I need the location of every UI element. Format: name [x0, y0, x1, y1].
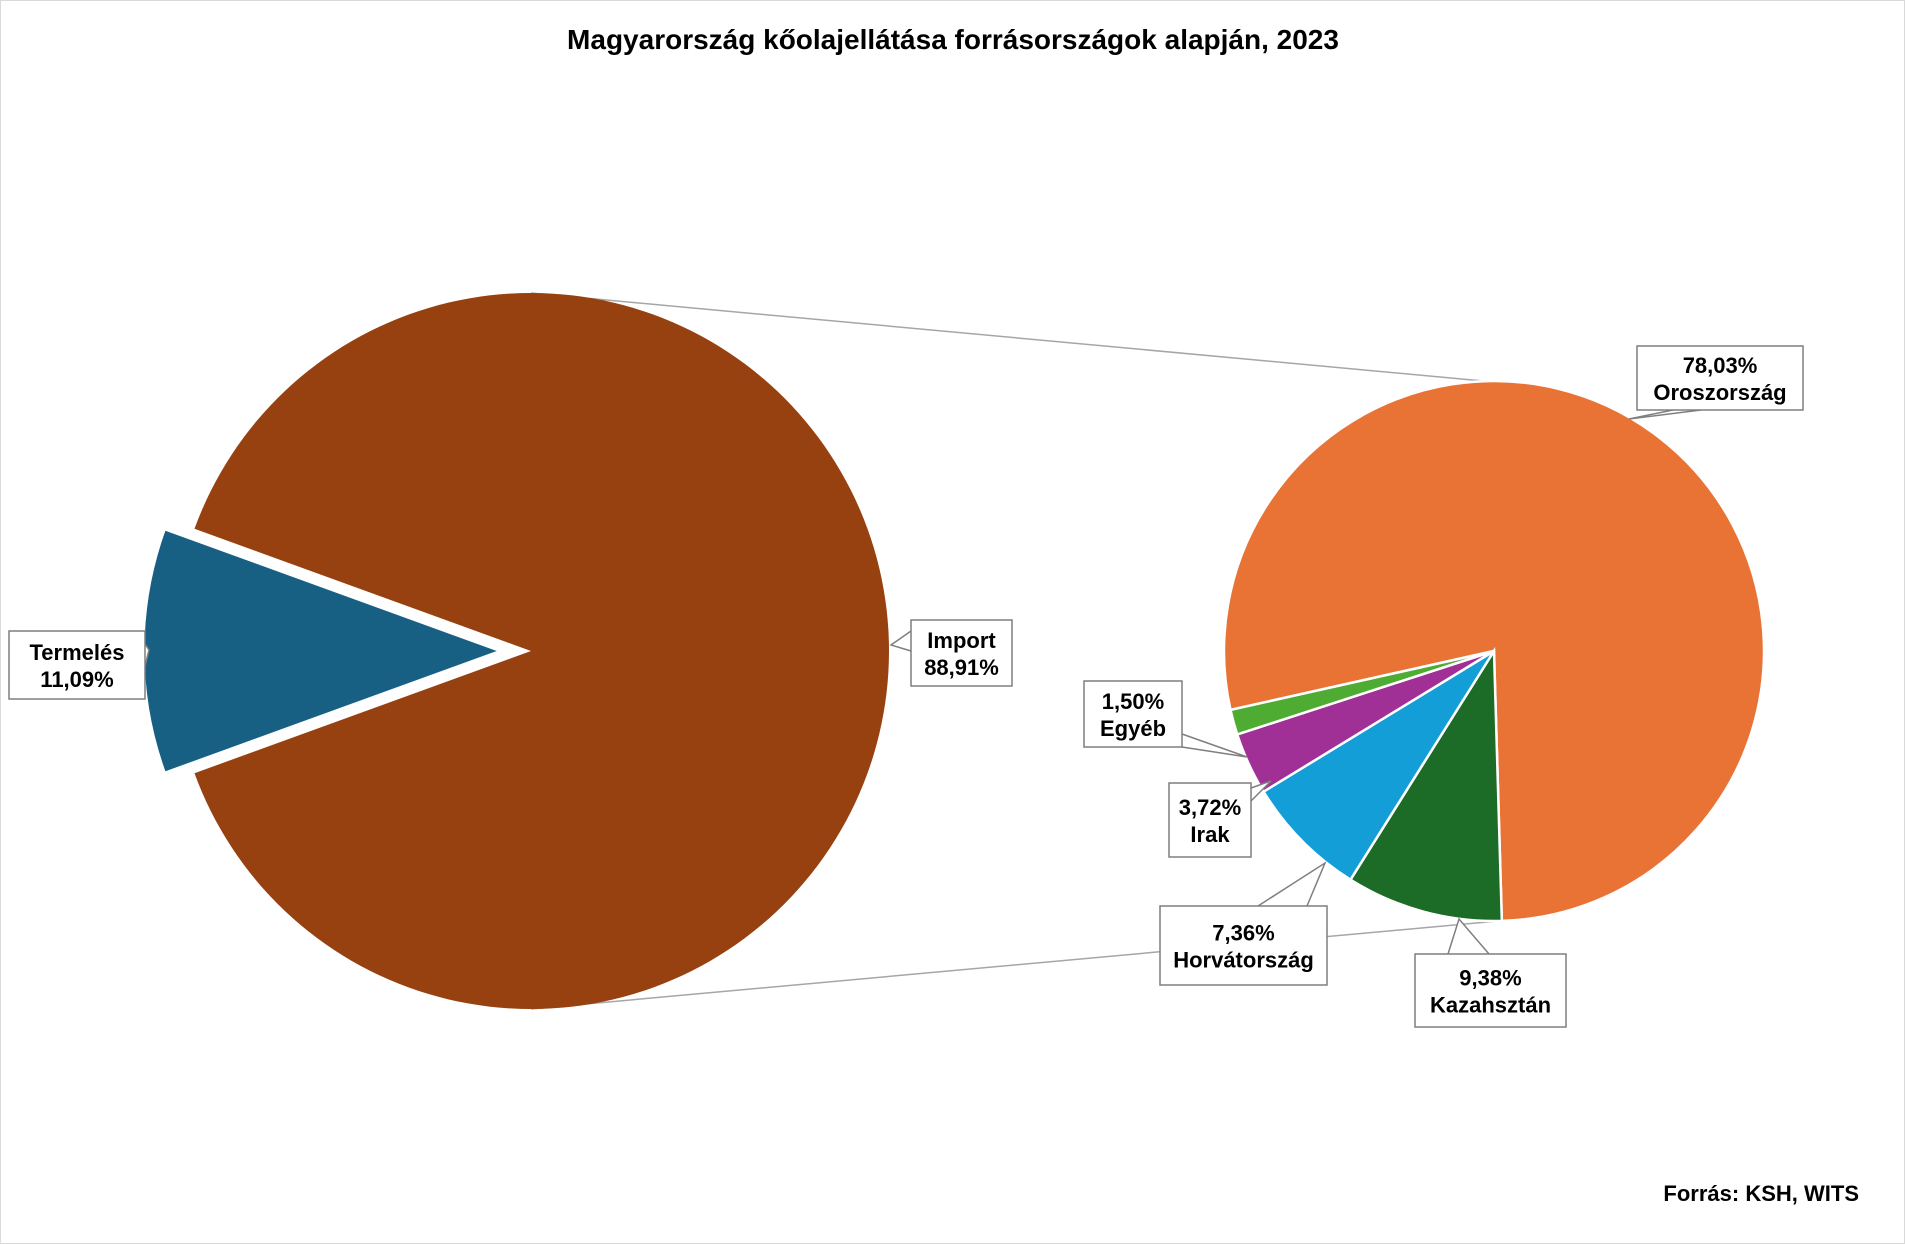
label-line2-egyeb: Egyéb — [1100, 716, 1166, 741]
label-line2-kazahsztan: Kazahsztán — [1430, 993, 1551, 1018]
label-box-kazahsztan — [1414, 953, 1567, 1028]
label-line2-irak: Irak — [1190, 822, 1230, 847]
data-label-kazahsztan: 9,38%Kazahsztán — [1414, 917, 1567, 1028]
label-line1-oroszorszag: 78,03% — [1683, 353, 1758, 378]
label-line1-egyeb: 1,50% — [1102, 689, 1164, 714]
breakdown-pie — [1222, 379, 1766, 923]
data-label-irak: 3,72%Irak — [1168, 780, 1272, 858]
label-pointer-egyeb — [1181, 733, 1248, 758]
label-line1-kazahsztan: 9,38% — [1459, 966, 1521, 991]
source-note: Forrás: KSH, WITS — [1663, 1181, 1859, 1206]
label-box-termeles — [8, 630, 146, 700]
label-line1-horvatorszag: 7,36% — [1212, 921, 1274, 946]
label-pointer-import — [889, 630, 912, 652]
pie-slice-horvatorszag — [1261, 649, 1496, 882]
label-pointer-kazahsztan — [1447, 917, 1490, 955]
data-label-horvatorszag: 7,36%Horvátország — [1159, 861, 1328, 986]
label-line1-import: Import — [927, 628, 996, 653]
label-pointer-irak — [1250, 780, 1272, 802]
main-pie — [141, 293, 889, 1010]
label-box-import — [910, 619, 1013, 687]
label-pointer-oroszorszag — [1628, 409, 1702, 420]
connector-line-top — [530, 292, 1495, 383]
label-box-horvatorszag — [1159, 905, 1328, 986]
label-box-egyeb — [1083, 680, 1183, 748]
data-label-oroszorszag: 78,03%Oroszország — [1628, 345, 1804, 420]
pie-connector-lines — [530, 292, 1499, 1010]
label-box-irak — [1168, 782, 1252, 858]
label-line1-irak: 3,72% — [1179, 795, 1241, 820]
label-pointer-termeles — [144, 643, 150, 667]
pie-slice-egyeb — [1229, 649, 1495, 737]
label-pointer-horvatorszag — [1257, 861, 1327, 907]
pie-slice-import — [194, 293, 889, 1010]
chart-title: Magyarország kőolajellátása forrásország… — [567, 24, 1339, 55]
connector-line-bottom — [530, 920, 1499, 1010]
data-label-egyeb: 1,50%Egyéb — [1083, 680, 1248, 758]
pie-slice-kazahsztan — [1348, 646, 1504, 923]
label-line2-oroszorszag: Oroszország — [1653, 380, 1786, 405]
label-line2-import: 88,91% — [924, 655, 999, 680]
label-line1-termeles: Termelés — [30, 640, 125, 665]
label-box-oroszorszag — [1636, 345, 1804, 411]
label-line2-termeles: 11,09% — [40, 667, 113, 692]
label-line2-horvatorszag: Horvátország — [1173, 948, 1314, 973]
